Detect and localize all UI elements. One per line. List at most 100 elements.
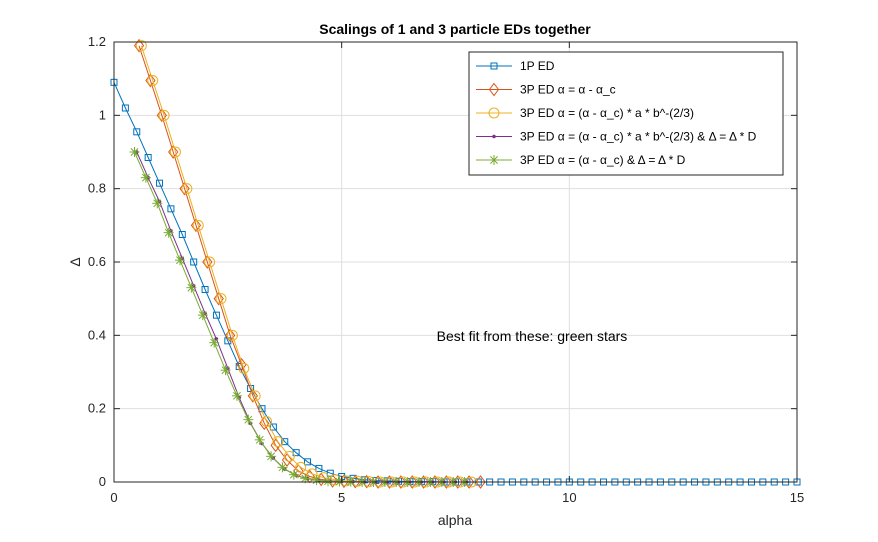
data-point-stroke — [324, 477, 332, 486]
data-point — [254, 434, 265, 445]
data-point-stroke — [198, 311, 207, 320]
data-point — [215, 293, 227, 305]
legend-entry: 3P ED α = α - α_c — [476, 83, 616, 97]
legend-entry: 3P ED α = (α - α_c) * a * b^-(2/3) & Δ =… — [476, 130, 757, 144]
data-point — [158, 109, 170, 121]
data-point-stroke — [176, 256, 184, 265]
data-point — [338, 474, 350, 489]
data-point — [212, 311, 220, 319]
data-point — [181, 183, 193, 195]
data-point — [283, 450, 295, 462]
data-point — [243, 414, 254, 425]
data-point — [475, 475, 486, 489]
data-point-stroke — [164, 228, 173, 237]
data-point — [169, 146, 181, 158]
data-point — [133, 38, 145, 53]
data-point — [304, 458, 312, 466]
data-point-stroke — [153, 199, 162, 208]
data-point — [311, 475, 322, 486]
data-point — [266, 451, 277, 462]
data-point — [272, 436, 284, 448]
data-point-stroke — [255, 435, 264, 444]
data-point — [179, 181, 190, 196]
annotation-text: Best fit from these: green stars — [437, 328, 628, 344]
chart-title: Scalings of 1 and 3 particle EDs togethe… — [319, 21, 591, 37]
y-tick-label: 1 — [99, 107, 106, 122]
data-point — [281, 453, 293, 467]
data-point — [175, 255, 186, 266]
y-tick-label: 0.8 — [88, 181, 106, 196]
data-point — [220, 365, 231, 376]
data-point — [488, 107, 500, 119]
data-point — [213, 291, 224, 306]
data-point-stroke — [490, 156, 498, 164]
data-point — [247, 389, 259, 403]
data-point — [190, 258, 198, 266]
data-point-stroke — [232, 391, 241, 400]
data-point — [140, 172, 151, 183]
data-point — [323, 476, 334, 487]
data-point-stroke — [244, 415, 253, 424]
data-point — [163, 227, 174, 238]
data-point — [361, 474, 372, 489]
data-point — [293, 464, 304, 478]
data-point — [186, 282, 197, 293]
data-point — [204, 256, 216, 268]
x-tick-label: 5 — [338, 490, 345, 505]
data-point-stroke — [312, 476, 321, 485]
legend-label: 3P ED α = (α - α_c) * a * b^-(2/3) & Δ =… — [520, 130, 757, 144]
data-point — [133, 128, 141, 136]
data-point-stroke — [130, 148, 139, 156]
data-point — [226, 329, 238, 341]
data-point — [249, 390, 261, 402]
legend-entry: 3P ED α = (α - α_c) & Δ = Δ * D — [476, 153, 686, 167]
data-point — [326, 469, 334, 477]
data-point — [281, 438, 289, 446]
legend-entry: 3P ED α = (α - α_c) * a * b^-(2/3) — [476, 106, 694, 120]
data-point — [492, 134, 496, 139]
tick-labels: 0 5 10 15 0 0.2 0.4 0.6 0.8 1 1.2 — [88, 34, 804, 505]
data-point — [152, 198, 163, 209]
data-point — [190, 218, 202, 233]
data-point — [277, 462, 288, 473]
legend-entry: 1P ED — [476, 59, 555, 73]
x-axis-label: alpha — [438, 512, 472, 528]
data-point — [156, 179, 164, 187]
data-point — [489, 155, 499, 165]
data-point-stroke — [289, 470, 298, 479]
y-tick-label: 1.2 — [88, 34, 106, 49]
legend-label: 3P ED α = (α - α_c) & Δ = Δ * D — [520, 153, 686, 167]
legend-label: 1P ED — [520, 59, 555, 73]
data-point — [231, 390, 242, 401]
y-tick-label: 0 — [99, 474, 106, 489]
data-point — [178, 231, 186, 238]
data-point-stroke — [141, 173, 150, 182]
data-point — [269, 423, 277, 431]
data-point — [261, 416, 273, 427]
legend-label: 3P ED α = α - α_c — [520, 83, 616, 97]
y-tick-label: 0.4 — [88, 327, 106, 342]
data-point-stroke — [301, 474, 310, 483]
data-point — [201, 286, 209, 293]
data-point-stroke — [278, 463, 287, 472]
data-point — [121, 104, 129, 112]
data-point-stroke — [221, 366, 230, 375]
x-tick-label: 10 — [562, 490, 576, 505]
y-tick-label: 0.2 — [88, 401, 106, 416]
data-point — [236, 357, 247, 372]
data-point — [288, 469, 299, 480]
legend-box — [468, 51, 784, 176]
data-point — [147, 75, 159, 86]
data-point — [490, 62, 498, 70]
x-tick-label: 15 — [790, 490, 804, 505]
data-point — [144, 154, 152, 161]
data-point — [197, 310, 208, 321]
data-point — [295, 461, 307, 473]
data-point — [202, 255, 213, 269]
data-point — [145, 73, 156, 88]
data-point — [209, 337, 220, 348]
y-axis-label: Δ — [67, 257, 83, 266]
data-point — [488, 82, 500, 97]
y-tick-label: 0.6 — [88, 254, 106, 269]
data-point — [156, 108, 167, 123]
